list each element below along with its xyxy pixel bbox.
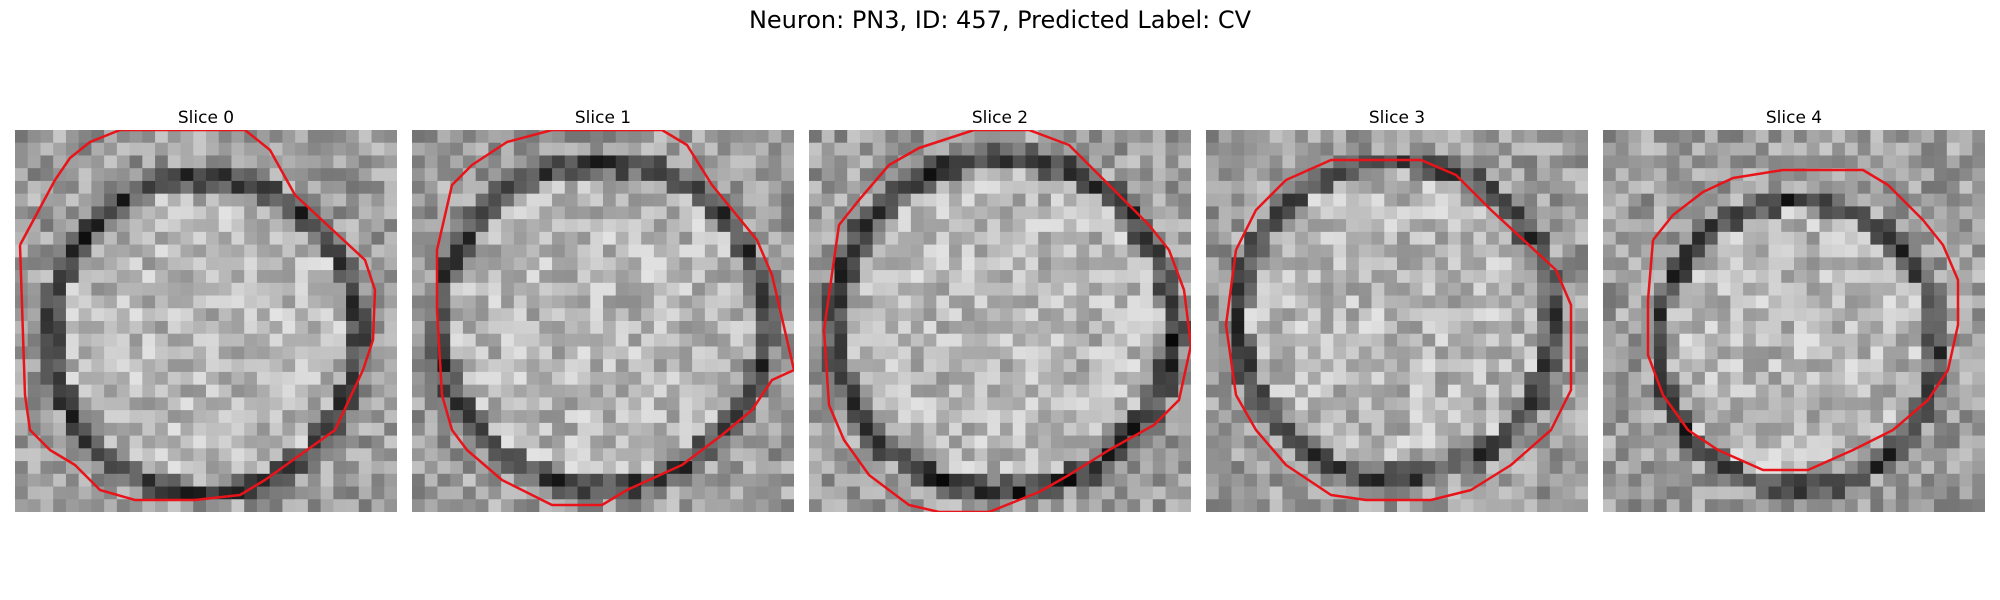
slice-panel-3: Slice 3 [1206, 106, 1588, 512]
segmentation-contour [822, 130, 1191, 512]
segmentation-contour [1646, 168, 1960, 472]
segmentation-contour [18, 130, 377, 502]
slice-image-1 [412, 130, 794, 512]
slice-panel-1: Slice 1 [412, 106, 794, 512]
slice-image-4 [1603, 130, 1985, 512]
slice-panel-4: Slice 4 [1603, 106, 1985, 512]
slice-title-0: Slice 0 [177, 108, 235, 128]
slice-image-2 [809, 130, 1191, 512]
segmentation-contour [1224, 158, 1573, 502]
slice-panel-2: Slice 2 [809, 106, 1191, 512]
slice-image-3 [1206, 130, 1588, 512]
slice-title-4: Slice 4 [1765, 108, 1823, 128]
figure-title: Neuron: PN3, ID: 457, Predicted Label: C… [748, 6, 1252, 34]
slice-title-3: Slice 3 [1368, 108, 1426, 128]
slice-panel-0: Slice 0 [15, 106, 397, 512]
slice-title-1: Slice 1 [574, 108, 632, 128]
slice-image-0 [15, 130, 397, 512]
segmentation-contour [435, 130, 794, 507]
slice-title-2: Slice 2 [971, 108, 1029, 128]
